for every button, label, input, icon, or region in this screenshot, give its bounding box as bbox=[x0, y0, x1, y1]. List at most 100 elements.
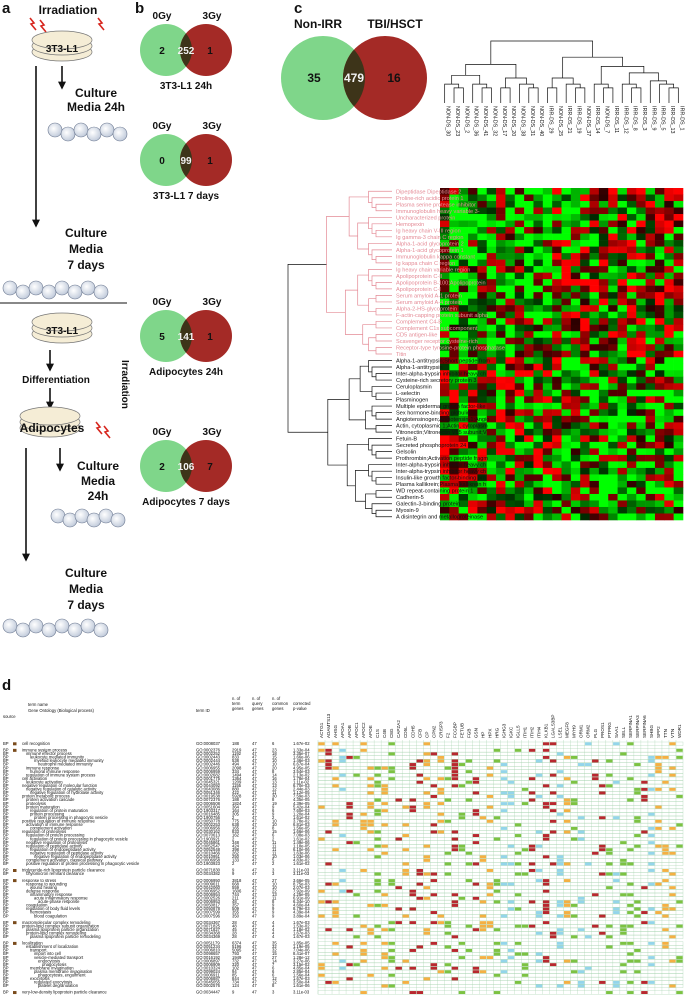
heatmap-cell bbox=[440, 350, 450, 358]
annotation-cell bbox=[423, 802, 431, 806]
label: BP bbox=[3, 899, 9, 904]
annotation-cell bbox=[367, 973, 374, 977]
heatmap-cell bbox=[561, 201, 572, 208]
annotation-cell bbox=[641, 886, 648, 890]
label: Ig kappa chain C region bbox=[396, 261, 455, 267]
heatmap-cell bbox=[673, 461, 684, 469]
annotation-cell bbox=[458, 848, 466, 852]
annotation-cell bbox=[669, 773, 676, 777]
label: BP bbox=[3, 906, 9, 911]
annotation-cell bbox=[493, 941, 501, 945]
annotation-cell bbox=[346, 928, 353, 932]
heatmap-cell bbox=[664, 474, 674, 482]
heatmap-cell bbox=[673, 493, 684, 501]
label: GO:1903317 bbox=[196, 808, 221, 813]
heatmap-cell bbox=[440, 500, 450, 508]
heatmap-cell bbox=[608, 422, 618, 430]
heatmap-cell bbox=[468, 448, 478, 456]
label: 9 bbox=[232, 990, 235, 995]
dish bbox=[15, 284, 31, 300]
heatmap-cell bbox=[458, 474, 469, 482]
annotation-cell bbox=[500, 941, 508, 945]
dendrogram bbox=[668, 87, 679, 103]
heatmap-cell bbox=[617, 266, 628, 273]
heatmap-cell bbox=[477, 220, 488, 228]
heatmap-cell bbox=[458, 298, 469, 306]
heatmap-cell bbox=[449, 389, 459, 397]
heatmap-cell bbox=[617, 233, 628, 241]
heatmap-cell bbox=[664, 428, 674, 436]
heatmap-cell bbox=[524, 246, 534, 254]
label: 364 bbox=[232, 804, 240, 809]
label: plasma lipoprotein particle organization bbox=[26, 927, 99, 932]
heatmap-cell bbox=[552, 357, 562, 365]
heatmap-cell bbox=[589, 298, 600, 306]
label: Sex hormone-binding globulin bbox=[396, 411, 470, 417]
heatmap-cell bbox=[468, 350, 478, 358]
label: 9 bbox=[272, 910, 275, 915]
heatmap-cell bbox=[440, 441, 450, 449]
label: 880 bbox=[232, 787, 240, 792]
heatmap-cell bbox=[505, 272, 516, 280]
label: ORM1 bbox=[579, 724, 584, 738]
label: 24h bbox=[88, 489, 109, 503]
label: GO:0002576 bbox=[196, 983, 221, 988]
dendrogram bbox=[505, 77, 527, 88]
heatmap-cell bbox=[477, 428, 488, 436]
label: 3 bbox=[272, 871, 275, 876]
heatmap-cell bbox=[486, 233, 497, 241]
heatmap-cell bbox=[477, 201, 488, 208]
heatmap-cell bbox=[458, 324, 469, 332]
label: 668 bbox=[232, 881, 240, 886]
annotation-cell bbox=[500, 777, 508, 781]
annotation-cell bbox=[367, 791, 374, 795]
group-icon bbox=[13, 869, 17, 872]
label: BP bbox=[3, 868, 9, 873]
label: 1.85e-05 bbox=[293, 941, 310, 946]
label: GO:0051346 bbox=[196, 790, 221, 795]
annotation-cell bbox=[458, 956, 466, 960]
annotation-cell bbox=[444, 924, 452, 928]
heatmap-cell bbox=[468, 487, 478, 495]
heatmap-cell bbox=[552, 435, 562, 443]
label: 8.79e-03 bbox=[293, 906, 310, 911]
label: GO:0006956 bbox=[196, 826, 221, 831]
heatmap-cell bbox=[514, 500, 525, 508]
annotation-cell bbox=[472, 809, 480, 813]
heatmap-cell bbox=[608, 415, 618, 423]
label: BP bbox=[3, 819, 9, 824]
heatmap-cell bbox=[533, 409, 544, 417]
heatmap-cell bbox=[524, 474, 534, 482]
heatmap-cell bbox=[598, 480, 609, 488]
heatmap-cell bbox=[440, 266, 450, 273]
label: 398 bbox=[232, 847, 240, 852]
heatmap-cell bbox=[477, 422, 488, 430]
heatmap-cell bbox=[458, 188, 469, 195]
heatmap-cell bbox=[505, 337, 516, 345]
label: 7.59e-03 bbox=[293, 794, 310, 799]
heatmap-cell bbox=[673, 337, 684, 345]
heatmap-cell bbox=[524, 500, 534, 508]
heatmap-cell bbox=[533, 389, 544, 397]
label: regulated exocytosis bbox=[34, 980, 72, 985]
heatmap-cell bbox=[608, 207, 618, 215]
heatmap-cell bbox=[552, 506, 562, 514]
annotation-cell bbox=[409, 949, 416, 952]
annotation-cell bbox=[535, 959, 543, 963]
label: 12 bbox=[272, 980, 277, 985]
heatmap-cell bbox=[449, 201, 459, 208]
label: GO:0006954 bbox=[196, 892, 221, 897]
label: 8 bbox=[272, 797, 275, 802]
label: BP bbox=[3, 748, 9, 753]
heatmap-cell bbox=[673, 292, 684, 299]
annotation-cell bbox=[556, 862, 564, 866]
heatmap-cell bbox=[514, 480, 525, 488]
annotation-cell bbox=[500, 914, 508, 918]
annotation-cell bbox=[486, 924, 494, 928]
label: genes bbox=[232, 706, 243, 711]
annotation-cell bbox=[556, 872, 564, 876]
label: 1.46e-03 bbox=[293, 758, 310, 763]
heatmap-cell bbox=[561, 376, 572, 384]
heatmap-cell bbox=[542, 506, 553, 514]
